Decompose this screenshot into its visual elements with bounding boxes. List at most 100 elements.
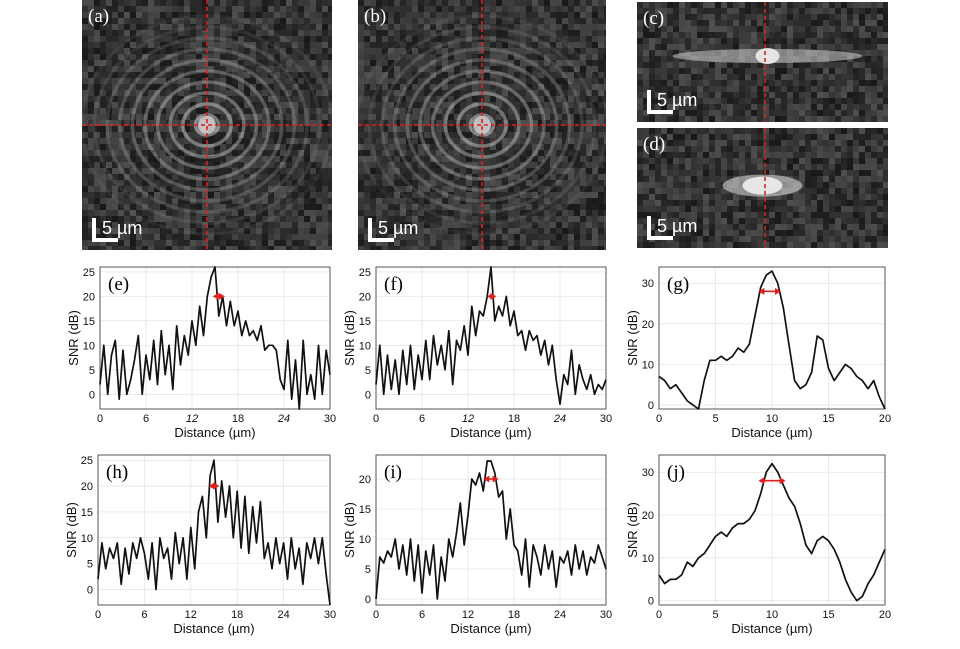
x-tick-label: 24 [277, 609, 289, 621]
y-tick-label: 10 [359, 340, 371, 352]
grid [375, 455, 607, 605]
x-tick-label: 20 [879, 413, 891, 425]
y-tick-label: 15 [359, 504, 371, 516]
x-tick-label: 30 [324, 609, 336, 621]
x-tick-label: 30 [600, 413, 612, 425]
x-tick-label: 0 [373, 413, 379, 425]
chart-i: 0 6 12 18 24 30 0 5 10 15 20 Distance (µm) SNR (dB) (… [342, 454, 612, 636]
scale-bar: 5 µm [647, 216, 697, 240]
y-tick-label: 20 [83, 291, 95, 303]
focal-spot [742, 176, 783, 195]
plot-panel-i: 0 6 12 18 24 30 0 5 10 15 20 Distance (µm) SNR (dB) (… [342, 454, 612, 636]
scale-bar-label: 5 µm [657, 216, 697, 236]
chart-f: 0 6 12 18 24 30 0 5 10 15 20 25 Distance (µm) SNR (dB… [342, 266, 612, 440]
plot-panel-j: 0 5 10 15 20 0 10 20 30 Distance (µm) SNR (dB) (j) [625, 454, 891, 636]
y-tick-label: 5 [87, 559, 93, 571]
x-tick-label: 5 [712, 413, 718, 425]
scale-bar-label: 5 µm [102, 218, 142, 238]
x-axis-label: Distance (µm) [731, 425, 812, 440]
chart-g: 0 5 10 15 20 0 10 20 30 Distance (µm) SNR (dB) (g) [625, 266, 891, 440]
snr-series-line [658, 270, 886, 410]
image-panel-a: (a) 5 µm [82, 0, 332, 250]
panel-label-d: (d) [643, 134, 665, 155]
x-tick-label: 0 [373, 609, 379, 621]
x-axis-label: Distance (µm) [450, 621, 531, 636]
fwhm-marker [487, 292, 497, 300]
x-tick-label: 15 [822, 609, 834, 621]
x-tick-label: 18 [508, 413, 520, 425]
y-tick-label: 20 [642, 510, 654, 522]
scale-bar-label: 5 µm [657, 90, 697, 110]
chart-j: 0 5 10 15 20 0 10 20 30 Distance (µm) SNR (dB) (j) [625, 454, 891, 636]
scale-bar-label: 5 µm [378, 218, 418, 238]
y-tick-label: 25 [359, 267, 371, 279]
grid [375, 267, 607, 409]
y-axis-label: SNR (dB) [342, 502, 357, 558]
y-tick-label: 25 [83, 267, 95, 279]
center-spot [473, 116, 491, 134]
speckle-noise [637, 128, 888, 248]
plot-frame [97, 454, 331, 606]
x-tick-label: 12 [462, 413, 474, 425]
x-tick-label: 0 [97, 413, 103, 425]
fwhm-marker [212, 292, 225, 300]
y-tick-label: 15 [81, 507, 93, 519]
x-axis-label: Distance (µm) [450, 425, 531, 440]
panel-label-b: (b) [364, 6, 386, 27]
x-tick-label: 24 [277, 413, 290, 425]
snr-series-line [375, 460, 607, 600]
x-tick-label: 10 [766, 413, 778, 425]
panel-label-j: (j) [667, 462, 685, 483]
y-tick-label: 20 [359, 291, 371, 303]
y-tick-label: 10 [359, 534, 371, 546]
x-tick-label: 24 [553, 413, 566, 425]
y-tick-label: 10 [642, 553, 654, 565]
y-tick-label: 10 [81, 533, 93, 545]
plot-panel-h: 0 6 12 18 24 30 0 5 10 15 20 25 Distance (µm) SNR (dB… [64, 454, 336, 636]
y-tick-label: 0 [89, 389, 95, 401]
x-tick-label: 10 [766, 609, 778, 621]
plot-panel-f: 0 6 12 18 24 30 0 5 10 15 20 25 Distance (µm) SNR (dB… [342, 266, 612, 440]
x-tick-label: 0 [95, 609, 101, 621]
center-spot [198, 116, 216, 134]
x-tick-label: 24 [554, 609, 566, 621]
y-tick-label: 20 [359, 474, 371, 486]
y-axis-label: SNR (dB) [64, 502, 79, 558]
x-tick-label: 30 [324, 413, 336, 425]
y-tick-label: 25 [81, 455, 93, 467]
panel-label-c: (c) [643, 8, 664, 29]
panel-label-g: (g) [667, 274, 689, 295]
grid [97, 455, 331, 605]
grid [99, 267, 331, 409]
y-tick-label: 15 [83, 316, 95, 328]
y-axis-label: SNR (dB) [342, 310, 357, 366]
panel-label-a: (a) [88, 6, 109, 27]
y-axis-label: SNR (dB) [625, 310, 640, 366]
x-tick-label: 5 [712, 609, 718, 621]
y-tick-label: 30 [642, 278, 654, 290]
plot-frame [658, 266, 886, 410]
snr-series-line [375, 266, 607, 405]
x-tick-label: 12 [185, 609, 197, 621]
scale-bar: 5 µm [92, 218, 142, 242]
x-tick-label: 6 [419, 609, 425, 621]
fwhm-marker [758, 287, 782, 295]
x-axis-label: Distance (µm) [731, 621, 812, 636]
scale-bar: 5 µm [647, 90, 697, 114]
snr-series-line [658, 462, 886, 602]
x-tick-label: 12 [462, 609, 474, 621]
image-a: (a) 5 µm [82, 0, 332, 250]
y-axis-label: SNR (dB) [66, 310, 81, 366]
x-tick-label: 6 [141, 609, 147, 621]
image-panel-b: (b) 5 µm [358, 0, 606, 250]
plot-frame [375, 454, 607, 606]
panel-label-i: (i) [384, 462, 402, 483]
y-tick-label: 10 [83, 340, 95, 352]
chart-h: 0 6 12 18 24 30 0 5 10 15 20 25 Distance (µm) SNR (dB… [64, 454, 336, 636]
speckle-noise [358, 0, 606, 250]
x-tick-label: 18 [232, 413, 244, 425]
image-panel-d: (d) 5 µm [637, 128, 888, 248]
x-tick-label: 0 [656, 609, 662, 621]
y-tick-label: 15 [359, 316, 371, 328]
panel-label-e: (e) [108, 274, 129, 295]
